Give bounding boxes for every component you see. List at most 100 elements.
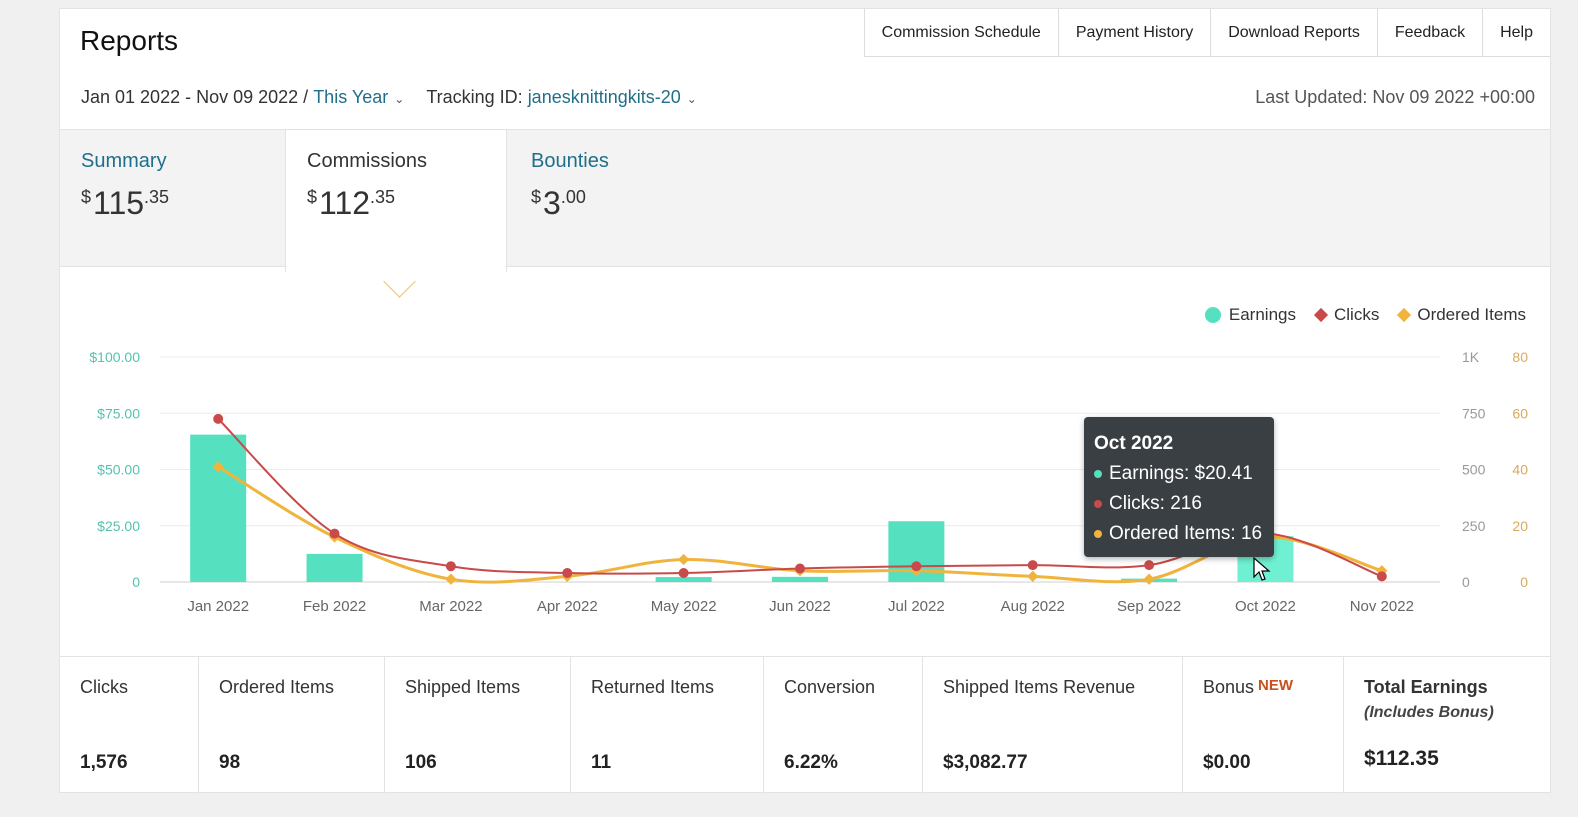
amount-whole: 112 <box>319 185 371 221</box>
ordered-items-point <box>1143 573 1155 585</box>
x-tick-label: Jun 2022 <box>769 598 831 615</box>
y-right-ordered-tick-label: 20 <box>1512 518 1528 534</box>
tooltip-earnings: Earnings: $20.41 <box>1094 459 1264 489</box>
x-tick-label: Mar 2022 <box>419 598 482 615</box>
tracking-id-dropdown[interactable]: janesknittingkits-20 <box>527 87 681 107</box>
x-tick-label: May 2022 <box>651 598 717 615</box>
reports-card: Reports Commission Schedule Payment Hist… <box>59 8 1551 794</box>
stat-label: Ordered Items <box>219 677 335 697</box>
stat-label: Clicks <box>80 677 128 697</box>
tab-bounties[interactable]: Bounties $ 3 .00 <box>510 130 736 266</box>
new-badge: NEW <box>1258 677 1294 694</box>
feedback-link[interactable]: Feedback <box>1378 9 1484 56</box>
stat-label: Total Earnings <box>1364 677 1488 697</box>
y-right-clicks-tick-label: 1K <box>1462 349 1480 365</box>
help-link[interactable]: Help <box>1500 23 1533 41</box>
tab-summary[interactable]: Summary $ 115 .35 <box>60 130 286 266</box>
x-tick-label: Sep 2022 <box>1117 598 1181 615</box>
bounties-amount: $ 3 .00 <box>531 185 736 222</box>
tooltip-ordered: Ordered Items: 16 <box>1094 519 1264 549</box>
tooltip-clicks-text: Clicks: 216 <box>1109 493 1202 514</box>
amount-fraction: .00 <box>560 187 586 207</box>
chevron-down-icon[interactable]: ⌄ <box>394 91 405 106</box>
y-left-tick-label: $100.00 <box>89 349 140 365</box>
y-right-clicks-tick-label: 0 <box>1462 574 1470 590</box>
legend-earnings[interactable]: Earnings <box>1204 305 1296 325</box>
stat-label: Returned Items <box>591 677 715 697</box>
stat-value: 11 <box>591 752 612 773</box>
tab-bounties-label: Bounties <box>531 150 609 172</box>
y-right-clicks-tick-label: 500 <box>1462 462 1486 478</box>
clicks-point <box>329 528 340 539</box>
stat-returned-items: Returned Items 11 <box>571 657 764 794</box>
stat-clicks: Clicks 1,576 <box>60 657 199 794</box>
chart-tooltip: Oct 2022 Earnings: $20.41 Clicks: 216 Or… <box>1084 417 1274 557</box>
bonus-label: Bonus <box>1203 677 1255 697</box>
page-title: Reports <box>80 25 179 56</box>
clicks-point <box>445 561 456 572</box>
clicks-point <box>1027 560 1038 571</box>
tab-summary-label: Summary <box>81 150 167 172</box>
commissions-amount: $ 112 .35 <box>307 185 506 222</box>
tooltip-earnings-text: Earnings: $20.41 <box>1109 463 1253 484</box>
commission-schedule-link[interactable]: Commission Schedule <box>865 9 1059 56</box>
period-dropdown[interactable]: This Year <box>313 87 389 107</box>
legend-clicks[interactable]: Clicks <box>1313 305 1379 325</box>
tab-commissions[interactable]: Commissions $ 112 .35 <box>285 130 507 272</box>
legend-earnings-label: Earnings <box>1228 305 1296 324</box>
amount-fraction: .35 <box>370 187 396 207</box>
x-tick-label: Aug 2022 <box>1001 598 1065 615</box>
clicks-swatch-icon <box>1313 307 1329 323</box>
y-right-clicks-tick-label: 250 <box>1462 518 1486 534</box>
top-nav: Commission Schedule Payment History Down… <box>863 9 1550 57</box>
y-left-tick-label: $50.00 <box>97 462 140 478</box>
stat-ordered-items: Ordered Items 98 <box>199 657 385 794</box>
stat-shipped-items: Shipped Items 106 <box>385 657 571 794</box>
ordered-swatch-icon <box>1397 307 1412 323</box>
stat-bonus: Bonus NEW $0.00 <box>1183 657 1344 794</box>
stat-value: 1,576 <box>80 752 128 773</box>
chevron-down-icon[interactable]: ⌄ <box>686 91 697 106</box>
stat-value: $0.00 <box>1203 752 1251 773</box>
summary-amount: $ 115 .35 <box>81 185 286 222</box>
payment-history-link[interactable]: Payment History <box>1059 9 1212 56</box>
y-left-tick-label: $75.00 <box>97 405 140 421</box>
amount-whole: 115 <box>93 185 145 221</box>
clicks-point <box>562 568 573 578</box>
currency-symbol: $ <box>307 187 318 207</box>
stats-bar: Clicks 1,576 Ordered Items 98 Shipped It… <box>60 656 1550 794</box>
tooltip-title: Oct 2022 <box>1094 433 1174 454</box>
clicks-point <box>213 413 224 424</box>
legend-ordered[interactable]: Ordered Items <box>1397 305 1526 325</box>
stat-label: Conversion <box>784 677 876 697</box>
tooltip-clicks: Clicks: 216 <box>1094 489 1264 519</box>
y-right-ordered-tick-label: 80 <box>1512 349 1528 365</box>
x-tick-label: Jan 2022 <box>187 598 249 615</box>
clicks-point <box>678 568 689 578</box>
y-left-tick-label: $25.00 <box>97 518 140 534</box>
y-right-clicks-tick-label: 750 <box>1462 405 1486 421</box>
stat-value: $112.35 <box>1364 747 1439 770</box>
filters-row: Jan 01 2022 - Nov 09 2022 / This Year ⌄ … <box>81 87 719 108</box>
ordered-items-point <box>445 573 457 585</box>
x-tick-label: Oct 2022 <box>1235 598 1296 615</box>
download-reports-link[interactable]: Download Reports <box>1211 9 1378 56</box>
stat-conversion: Conversion 6.22% <box>764 657 923 794</box>
currency-symbol: $ <box>81 187 92 207</box>
ordered-items-point <box>677 553 690 566</box>
x-tick-label: Apr 2022 <box>537 598 598 615</box>
amount-fraction: .35 <box>144 187 170 207</box>
stat-sublabel: (Includes Bonus) <box>1364 704 1494 721</box>
clicks-point <box>795 563 805 574</box>
earnings-swatch-icon <box>1204 307 1221 323</box>
stat-value: $3,082.77 <box>943 752 1028 773</box>
clicks-point <box>911 561 922 572</box>
stat-value: 6.22% <box>784 752 838 773</box>
earnings-bar <box>190 434 247 582</box>
x-tick-label: Jul 2022 <box>888 598 945 615</box>
clicks-point <box>1144 560 1155 571</box>
y-right-ordered-tick-label: 60 <box>1512 405 1528 421</box>
date-range: Jan 01 2022 - Nov 09 2022 / <box>81 87 309 107</box>
y-right-ordered-tick-label: 0 <box>1520 574 1528 590</box>
stat-value: 98 <box>219 752 241 773</box>
